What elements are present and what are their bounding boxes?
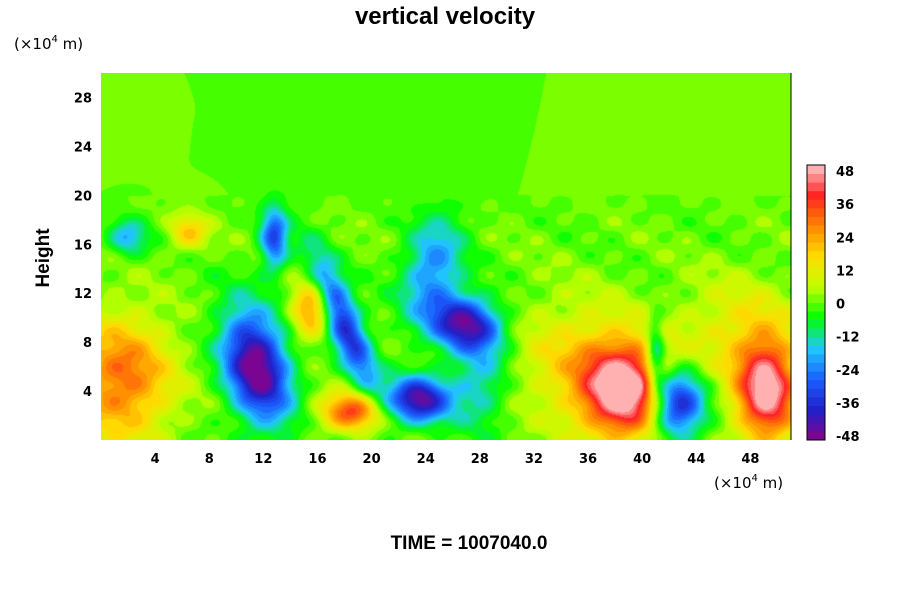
colorbar-band <box>807 311 825 321</box>
colorbar-band <box>807 165 825 174</box>
colorbar-band <box>807 379 825 389</box>
colorbar-tick-label: 36 <box>836 198 854 213</box>
y-tick-label: 24 <box>74 140 92 155</box>
colorbar-band <box>807 276 825 286</box>
colorbar-tick-labels: 48 36 24 12 0 -12 -24 -36 -48 <box>836 165 860 445</box>
x-tick-label: 48 <box>741 452 759 467</box>
colorbar-band <box>807 242 825 252</box>
x-axis-unit: (×104 m) <box>714 473 783 492</box>
colorbar-border <box>806 164 826 441</box>
time-label: TIME = 1007040.0 <box>391 533 548 554</box>
colorbar-tick-label: 24 <box>836 231 854 246</box>
colorbar-band <box>807 302 825 312</box>
colorbar-band <box>807 414 825 424</box>
colorbar-band <box>807 216 825 226</box>
colorbar-band <box>807 328 825 338</box>
x-tick-label: 20 <box>363 452 381 467</box>
heatmap-plot-area <box>101 73 792 440</box>
colorbar-band <box>807 233 825 243</box>
colorbar <box>806 164 826 441</box>
x-tick-label: 36 <box>579 452 597 467</box>
colorbar-band <box>807 293 825 303</box>
chart-title: vertical velocity <box>355 3 536 30</box>
colorbar-band <box>807 259 825 269</box>
colorbar-band <box>807 397 825 407</box>
colorbar-band <box>807 319 825 329</box>
colorbar-band <box>807 190 825 200</box>
x-tick-label: 28 <box>471 452 489 467</box>
y-tick-label: 8 <box>83 336 92 351</box>
colorbar-tick-label: 12 <box>836 264 854 279</box>
y-tick-labels: 4 8 12 16 20 24 28 <box>74 91 92 400</box>
colorbar-band <box>807 345 825 355</box>
x-tick-label: 8 <box>205 452 214 467</box>
heatmap-field <box>101 73 791 440</box>
colorbar-band <box>807 207 825 217</box>
colorbar-band <box>807 173 825 183</box>
colorbar-band <box>807 182 825 192</box>
colorbar-band <box>807 354 825 364</box>
y-tick-label: 12 <box>74 287 92 302</box>
y-axis-unit: (×104 m) <box>14 34 83 53</box>
colorbar-band <box>807 388 825 398</box>
colorbar-tick-label: -48 <box>836 430 860 445</box>
y-tick-label: 4 <box>83 385 92 400</box>
x-tick-label: 12 <box>254 452 272 467</box>
colorbar-band <box>807 431 825 441</box>
y-axis-label: Height <box>33 228 54 288</box>
x-tick-label: 44 <box>687 452 705 467</box>
y-tick-label: 20 <box>74 189 92 204</box>
x-tick-label: 40 <box>633 452 651 467</box>
colorbar-band <box>807 405 825 415</box>
colorbar-band <box>807 336 825 346</box>
colorbar-tick-label: -24 <box>836 364 860 379</box>
x-tick-label: 32 <box>525 452 543 467</box>
x-tick-labels: 4 8 12 16 20 24 28 32 36 40 44 48 <box>151 452 760 467</box>
colorbar-band <box>807 268 825 278</box>
colorbar-band <box>807 285 825 295</box>
colorbar-band <box>807 422 825 432</box>
colorbar-tick-label: 48 <box>836 165 854 180</box>
x-tick-label: 24 <box>417 452 435 467</box>
colorbar-band <box>807 225 825 235</box>
x-tick-label: 16 <box>308 452 326 467</box>
colorbar-tick-label: -12 <box>836 331 860 346</box>
colorbar-band <box>807 250 825 260</box>
colorbar-band <box>807 371 825 381</box>
y-tick-label: 28 <box>74 91 92 106</box>
colorbar-tick-label: 0 <box>836 298 845 313</box>
colorbar-band <box>807 362 825 372</box>
y-tick-label: 16 <box>74 238 92 253</box>
x-tick-label: 4 <box>151 452 160 467</box>
colorbar-band <box>807 199 825 209</box>
colorbar-tick-label: -36 <box>836 397 860 412</box>
